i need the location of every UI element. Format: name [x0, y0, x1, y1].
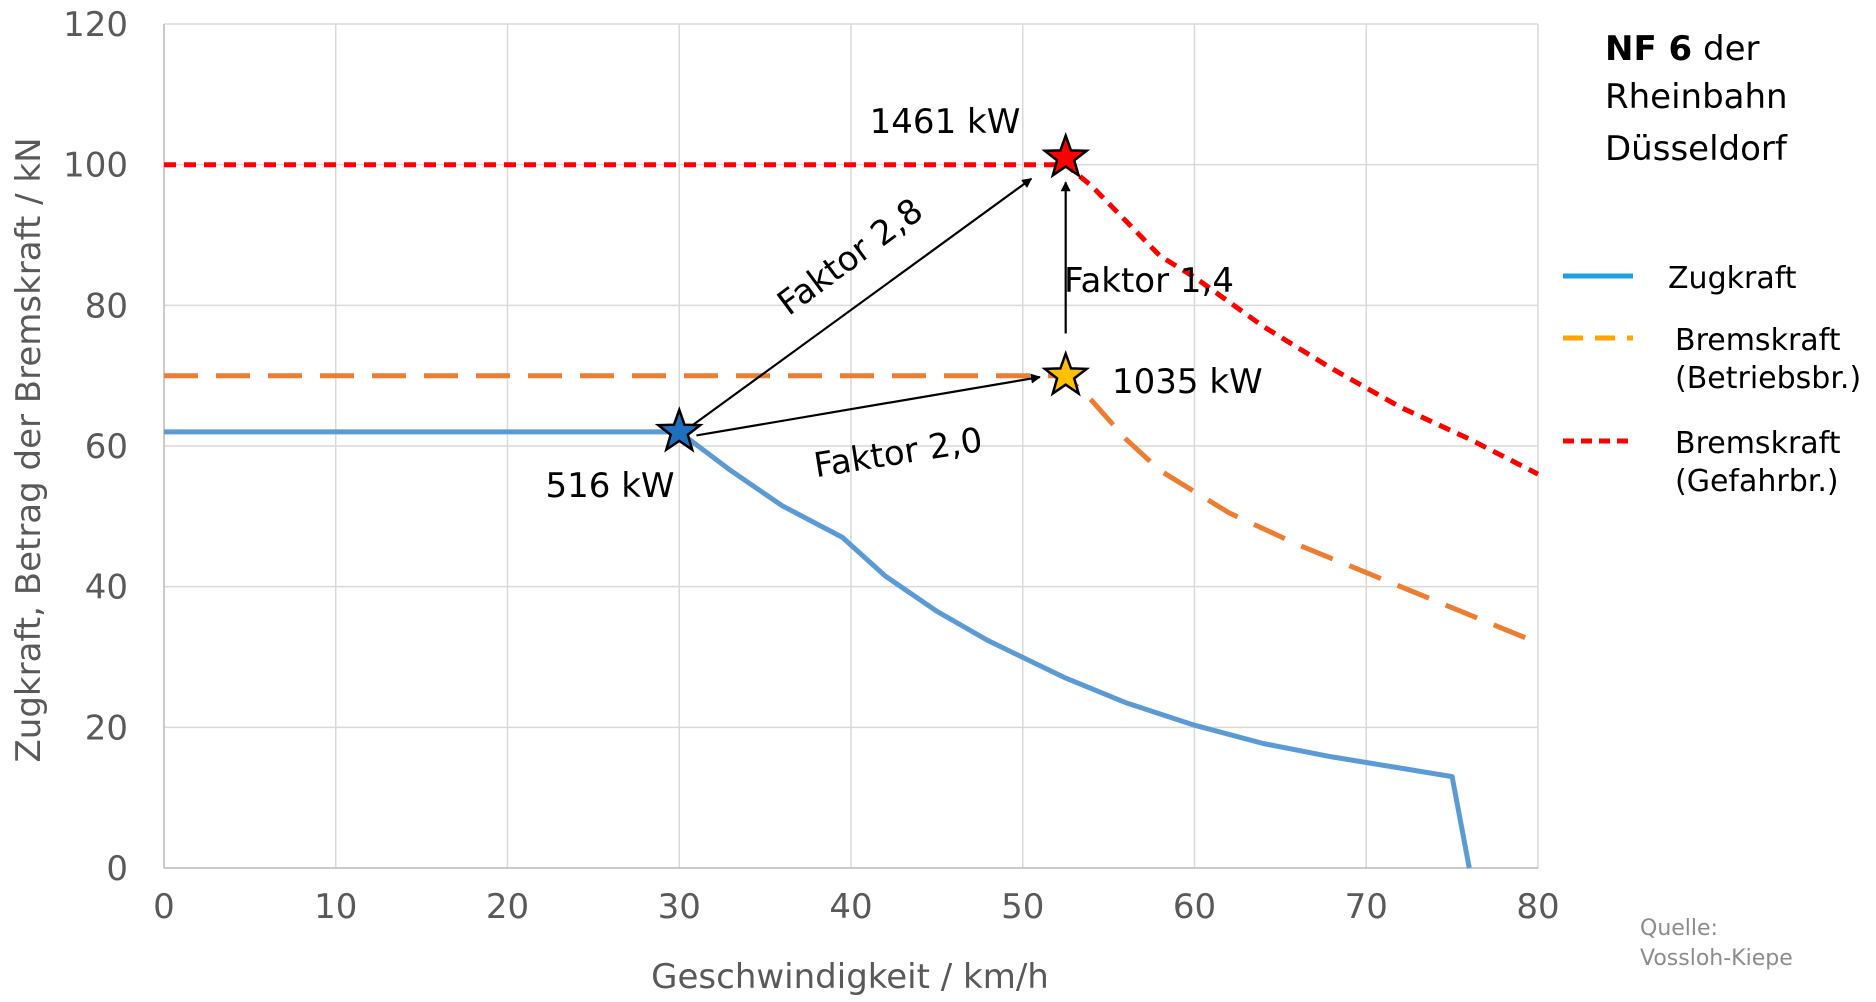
power-label: 516 kW [545, 466, 674, 506]
vehicle-title: NF 6 der Rheinbahn Düsseldorf [1605, 29, 1788, 169]
legend-label: (Betriebsbr.) [1675, 361, 1861, 396]
arrow-layer [692, 177, 1071, 437]
y-axis-title: Zugkraft, Betrag der Bremskraft / kN [9, 137, 49, 762]
star-marker [1041, 131, 1091, 179]
series-line-bremskraft_gefahr [164, 162, 1540, 477]
x-tick-label: 50 [1001, 887, 1044, 927]
x-tick-label: 40 [829, 887, 872, 927]
legend-label: Bremskraft [1675, 426, 1841, 461]
x-tick-label: 30 [658, 887, 701, 927]
x-tick-label: 0 [153, 887, 175, 927]
y-tick-label: 100 [63, 146, 128, 186]
vehicle-title-bold: NF 6 [1605, 29, 1692, 69]
legend-label: (Gefahrbr.) [1675, 464, 1839, 499]
star-marker [654, 406, 704, 453]
y-tick-label: 120 [63, 5, 128, 45]
y-tick-label: 0 [106, 849, 128, 889]
legend: ZugkraftBremskraft(Betriebsbr.)Bremskraf… [1563, 261, 1861, 499]
power-label: 1035 kW [1112, 362, 1263, 402]
marker-layer [654, 131, 1091, 453]
axes: 0 10 20 30 40 50 60 70 80 0 20 40 60 80 100 120 [63, 5, 1560, 927]
x-tick-label: 60 [1173, 887, 1216, 927]
star-marker [1041, 350, 1091, 397]
x-axis-title: Geschwindigkeit / km/h [651, 957, 1049, 997]
y-tick-label: 20 [85, 708, 128, 748]
y-tick-label: 40 [85, 568, 128, 608]
source-line1: Quelle: [1640, 916, 1718, 941]
legend-label: Zugkraft [1668, 261, 1797, 296]
vehicle-title-line3: Düsseldorf [1605, 129, 1788, 169]
legend-label: Bremskraft [1675, 323, 1841, 358]
source-line2: Vossloh-Kiepe [1640, 946, 1793, 971]
x-tick-label: 80 [1516, 887, 1559, 927]
vehicle-title-rest: der [1692, 29, 1759, 69]
y-tick-label: 60 [85, 427, 128, 467]
series-layer [164, 162, 1540, 869]
x-tick-label: 70 [1345, 887, 1388, 927]
power-label: 1461 kW [870, 102, 1021, 142]
x-tick-label: 10 [314, 887, 357, 927]
series-line-zugkraft [164, 429, 1472, 869]
arrow-label: Faktor 2,0 [811, 420, 985, 486]
arrow [692, 177, 1033, 426]
x-tick-label: 20 [486, 887, 529, 927]
vehicle-title-line2: Rheinbahn [1605, 77, 1788, 117]
svg-text:NF 6 der: NF 6 der [1605, 29, 1759, 69]
series-line-bremskraft_betrieb [164, 373, 1539, 646]
arrow [696, 373, 1041, 437]
y-tick-label: 80 [85, 286, 128, 326]
arrow-label: Faktor 1,4 [1064, 261, 1234, 301]
